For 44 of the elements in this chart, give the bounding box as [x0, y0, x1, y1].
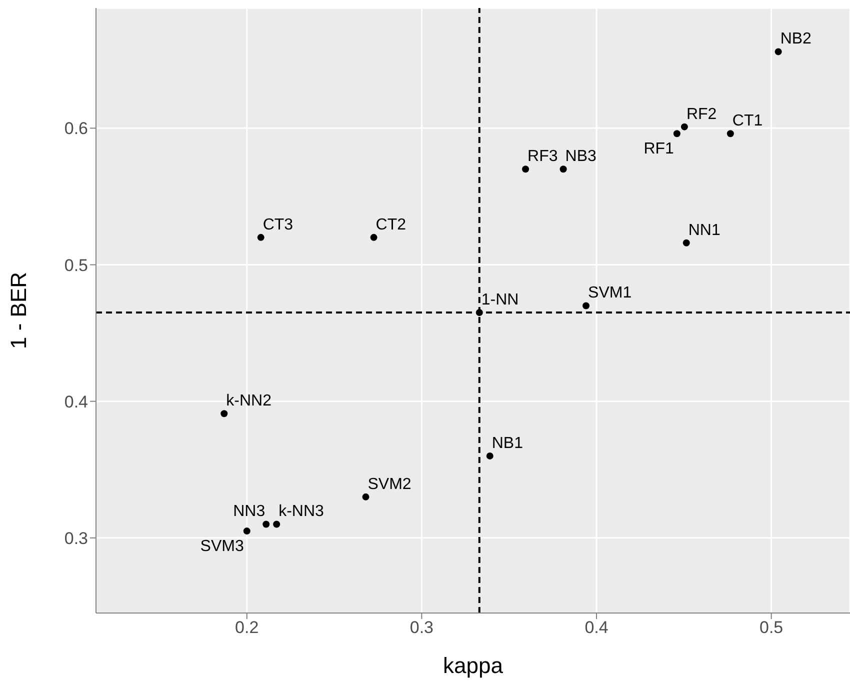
annotation: RF2: [686, 106, 717, 123]
annotation: NN3: [233, 503, 266, 520]
point: [673, 130, 680, 138]
point: [362, 493, 370, 500]
x-tick-label: 0.2: [235, 618, 259, 638]
y-tick-label: 0.6: [64, 119, 88, 138]
annotation: NB3: [565, 148, 597, 166]
annotation: NB2: [780, 30, 812, 48]
point: [220, 410, 228, 418]
point: [522, 166, 530, 173]
annotation: RF3: [528, 148, 558, 166]
point: [486, 452, 494, 460]
y-axis-title: 1 - BER: [6, 272, 31, 350]
annotation: RF1: [644, 140, 674, 158]
point: [682, 239, 690, 246]
x-tick-label: 0.5: [760, 618, 784, 638]
annotation: SVM2: [368, 476, 412, 493]
point: [774, 48, 782, 56]
x-axis-title: kappa: [443, 653, 504, 678]
point: [273, 520, 280, 528]
point: [476, 309, 483, 316]
point: [726, 130, 734, 138]
point: [262, 520, 270, 528]
annotation: CT2: [376, 216, 406, 234]
x-tick-label: 0.4: [584, 618, 608, 638]
y-tick-label: 0.3: [64, 528, 88, 548]
annotation: k-NN2: [226, 392, 272, 410]
annotation: 1-NN: [481, 292, 519, 309]
annotation: CT1: [732, 112, 763, 130]
point: [370, 234, 378, 241]
point: [257, 234, 264, 241]
point: [680, 123, 688, 130]
annotation: NB1: [492, 434, 524, 452]
annotation: k-NN3: [278, 503, 324, 520]
annotation: SVM1: [588, 284, 632, 302]
y-tick-label: 0.4: [64, 392, 88, 412]
y-tick-label: 0.5: [64, 256, 88, 275]
annotation: NN1: [688, 222, 720, 239]
x-tick-label: 0.3: [410, 618, 434, 638]
point: [560, 166, 567, 173]
point: [582, 302, 590, 310]
annotation: CT3: [262, 216, 294, 234]
point: [243, 528, 250, 535]
annotation: SVM3: [200, 538, 244, 556]
